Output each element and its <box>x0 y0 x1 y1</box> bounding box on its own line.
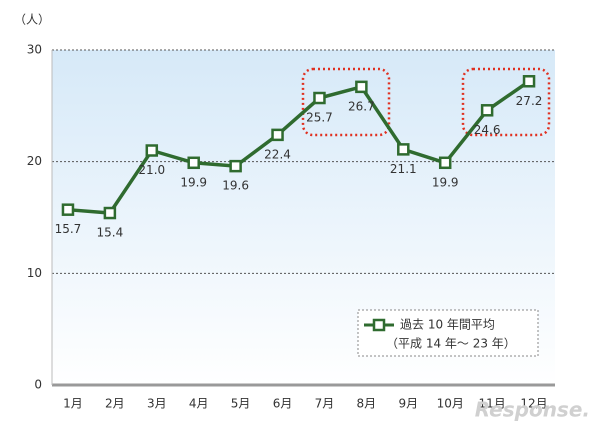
x-tick-label: 8月 <box>357 397 377 411</box>
data-label: 19.9 <box>180 175 207 189</box>
data-label: 21.0 <box>138 163 165 177</box>
x-tick-label: 9月 <box>398 397 418 411</box>
x-tick-label: 1月 <box>63 397 83 411</box>
data-label: 15.7 <box>55 222 82 236</box>
legend-box <box>357 309 539 357</box>
y-tick-label: 20 <box>27 154 42 168</box>
x-tick-label: 10月 <box>437 397 464 411</box>
legend-marker <box>372 318 386 332</box>
x-tick-label: 5月 <box>231 397 251 411</box>
x-tick-label: 11月 <box>478 397 505 411</box>
x-tick-label: 4月 <box>189 397 209 411</box>
data-marker <box>522 75 536 88</box>
data-label: 26.7 <box>348 99 375 113</box>
x-tick-label: 6月 <box>273 397 293 411</box>
y-tick-label: 10 <box>27 266 42 280</box>
watermark: Response. <box>475 398 590 422</box>
data-label: 15.4 <box>97 226 124 240</box>
data-marker <box>313 91 326 105</box>
data-label: 19.9 <box>432 175 459 189</box>
x-tick-label: 12月 <box>520 397 547 411</box>
y-tick-label: 0 <box>34 378 42 392</box>
data-marker <box>61 203 75 216</box>
legend-note: （平成 14 年～ 23 年） <box>386 337 516 351</box>
series-line <box>67 79 531 215</box>
highlight-box <box>301 67 391 137</box>
data-marker <box>355 80 368 94</box>
y-tick-label: 30 <box>27 43 42 57</box>
data-label: 25.7 <box>306 111 333 125</box>
data-marker <box>187 156 200 170</box>
data-label: 27.2 <box>516 94 543 108</box>
highlight-box <box>461 67 551 137</box>
data-marker <box>271 128 284 142</box>
data-label: 22.4 <box>264 147 291 161</box>
data-marker <box>229 159 242 173</box>
data-label: 24.6 <box>474 123 501 137</box>
legend: 過去 10 年間平均 （平成 14 年～ 23 年） <box>357 309 539 357</box>
legend-label: 過去 10 年間平均 <box>400 318 495 332</box>
data-marker <box>438 156 452 170</box>
x-tick-label: 2月 <box>105 397 125 411</box>
data-marker <box>103 206 117 220</box>
y-unit-label: （人） <box>14 13 50 27</box>
x-tick-label: 3月 <box>147 397 167 411</box>
data-marker <box>480 104 494 117</box>
data-label: 19.6 <box>222 179 249 193</box>
data-marker <box>397 143 410 156</box>
data-marker <box>145 144 159 157</box>
x-tick-label: 7月 <box>315 397 335 411</box>
data-label: 21.1 <box>390 162 417 176</box>
